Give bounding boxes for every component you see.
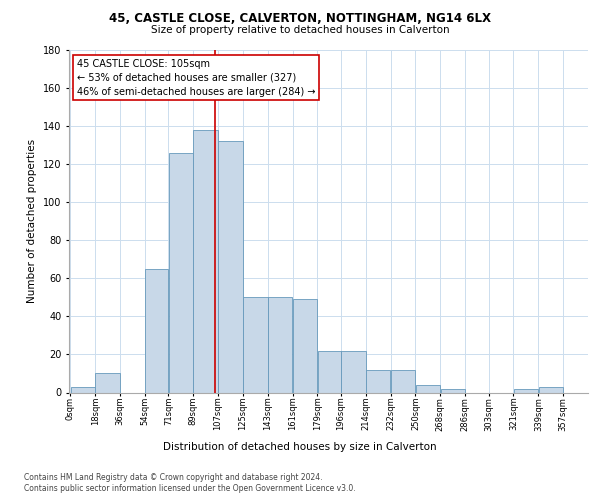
Bar [71, 387, 95, 392]
Text: Contains public sector information licensed under the Open Government Licence v3: Contains public sector information licen… [24, 484, 356, 493]
Bar [366, 370, 391, 392]
Bar [243, 298, 268, 392]
Bar [440, 388, 465, 392]
Bar [317, 350, 341, 393]
Text: 45, CASTLE CLOSE, CALVERTON, NOTTINGHAM, NG14 6LX: 45, CASTLE CLOSE, CALVERTON, NOTTINGHAM,… [109, 12, 491, 26]
Bar [293, 300, 317, 392]
Text: Distribution of detached houses by size in Calverton: Distribution of detached houses by size … [163, 442, 437, 452]
Bar [95, 374, 120, 392]
Bar [169, 153, 193, 392]
Bar [145, 269, 168, 392]
Bar [416, 385, 440, 392]
Text: Contains HM Land Registry data © Crown copyright and database right 2024.: Contains HM Land Registry data © Crown c… [24, 472, 323, 482]
Bar [539, 387, 563, 392]
Bar [341, 350, 365, 393]
Bar [391, 370, 415, 392]
Bar [268, 298, 292, 392]
Y-axis label: Number of detached properties: Number of detached properties [28, 139, 37, 304]
Bar [514, 388, 538, 392]
Text: Size of property relative to detached houses in Calverton: Size of property relative to detached ho… [151, 25, 449, 35]
Bar [218, 142, 243, 392]
Text: 45 CASTLE CLOSE: 105sqm
← 53% of detached houses are smaller (327)
46% of semi-d: 45 CASTLE CLOSE: 105sqm ← 53% of detache… [77, 58, 315, 96]
Bar [193, 130, 218, 392]
